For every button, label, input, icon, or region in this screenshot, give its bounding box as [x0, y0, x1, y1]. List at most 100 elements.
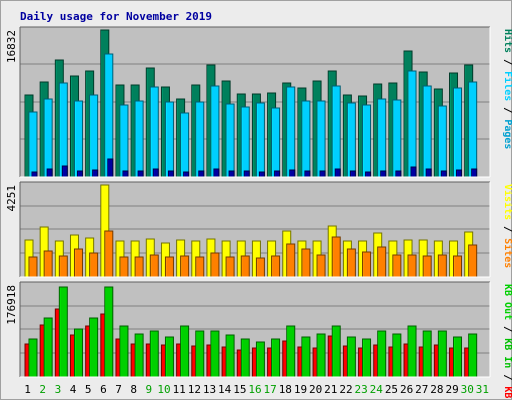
pages-bar-day-9: [153, 169, 159, 177]
files-bar-day-25: [392, 100, 401, 177]
sites-bar-day-12: [195, 257, 204, 277]
kbout-bar-day-11: [180, 326, 189, 377]
legend-entry-kb-out: KB Out: [502, 284, 512, 320]
x-tick-label-day-27: 27: [415, 383, 428, 396]
x-tick-label-day-23: 23: [355, 383, 368, 396]
x-tick-label-day-16: 16: [248, 383, 261, 396]
x-tick-label-day-7: 7: [115, 383, 122, 396]
sites-bar-day-23: [362, 252, 371, 277]
kbf-bar-day-6: [100, 314, 107, 377]
sites-bar-day-27: [423, 256, 432, 277]
kbf-bar-day-24: [373, 345, 380, 377]
pages-bar-day-8: [138, 171, 144, 177]
kbf-bar-day-12: [191, 346, 198, 377]
x-tick-label-day-12: 12: [188, 383, 201, 396]
kbout-bar-day-1: [29, 339, 37, 377]
pages-bar-day-24: [380, 171, 386, 177]
x-tick-label-day-24: 24: [370, 383, 384, 396]
legend-entry-sites: Sites: [502, 238, 512, 268]
files-bar-day-27: [423, 86, 432, 177]
sites-bar-day-4: [74, 249, 83, 277]
x-tick-label-day-6: 6: [100, 383, 107, 396]
files-bar-day-29: [453, 88, 462, 177]
legend-entry-files: Files: [502, 71, 512, 101]
kbf-bar-day-4: [70, 335, 77, 377]
x-tick-label-day-22: 22: [339, 383, 352, 396]
legend-entry-visits: Visits: [502, 184, 512, 220]
x-tick-label-day-31: 31: [476, 383, 489, 396]
files-bar-day-30: [468, 82, 477, 177]
sites-bar-day-25: [392, 255, 401, 277]
legend-separator: /: [502, 368, 512, 386]
kbf-bar-day-1: [25, 344, 31, 377]
sites-bar-day-8: [135, 257, 144, 277]
x-tick-label-day-11: 11: [173, 383, 186, 396]
sites-bar-day-3: [59, 256, 68, 277]
kbout-bar-day-22: [347, 337, 356, 377]
pages-bar-day-18: [289, 170, 295, 177]
panel-kbin-kbout-kbf-legend: KB Out / KB In / KB F: [502, 284, 512, 400]
pages-bar-day-28: [441, 171, 447, 177]
kbf-bar-day-18: [282, 341, 289, 377]
sites-bar-day-28: [438, 255, 447, 277]
kbf-bar-day-3: [55, 309, 62, 377]
x-tick-label-day-19: 19: [294, 383, 307, 396]
kbout-bar-day-23: [362, 339, 371, 377]
sites-bar-day-10: [165, 257, 174, 277]
sites-bar-day-17: [271, 256, 280, 277]
sites-bar-day-24: [377, 247, 386, 277]
x-tick-label-day-3: 3: [55, 383, 62, 396]
kbout-bar-day-29: [453, 337, 462, 377]
pages-bar-day-30: [471, 169, 477, 177]
files-bar-day-8: [135, 101, 144, 177]
pages-bar-day-6: [107, 159, 113, 177]
chart-title: Daily usage for November 2019: [20, 10, 212, 23]
legend-entry-pages: Pages: [502, 119, 512, 149]
kbout-bar-day-21: [332, 326, 341, 377]
x-tick-label-day-5: 5: [85, 383, 92, 396]
x-tick-label-day-1: 1: [24, 383, 31, 396]
files-bar-day-7: [119, 105, 128, 177]
files-bar-day-21: [332, 86, 341, 177]
kbf-bar-day-5: [85, 326, 92, 377]
pages-bar-day-15: [244, 171, 250, 177]
sites-bar-day-14: [226, 257, 235, 277]
files-bar-day-2: [44, 99, 53, 177]
x-tick-label-day-15: 15: [233, 383, 246, 396]
pages-bar-day-29: [456, 170, 462, 177]
sites-bar-day-19: [301, 249, 310, 277]
kbf-bar-day-28: [434, 345, 441, 377]
kbout-bar-day-9: [150, 331, 159, 377]
x-tick-label-day-2: 2: [39, 383, 46, 396]
kbout-bar-day-10: [165, 337, 174, 377]
files-bar-day-12: [195, 102, 204, 177]
files-bar-day-3: [59, 83, 68, 177]
kbout-bar-day-5: [89, 318, 98, 377]
kbout-bar-day-16: [256, 342, 265, 377]
kbf-bar-day-29: [449, 348, 456, 377]
sites-bar-day-26: [408, 255, 417, 277]
pages-bar-day-3: [62, 166, 68, 177]
pages-bar-day-11: [183, 172, 189, 177]
kbout-bar-day-6: [104, 287, 113, 377]
files-bar-day-26: [408, 71, 417, 177]
kbf-bar-day-10: [161, 345, 168, 377]
kbout-bar-day-17: [271, 339, 280, 377]
sites-bar-day-16: [256, 258, 265, 277]
x-tick-label-day-21: 21: [324, 383, 337, 396]
legend-separator: /: [502, 220, 512, 238]
sites-bar-day-9: [150, 255, 159, 277]
sites-bar-day-13: [210, 253, 219, 277]
kbf-bar-day-7: [115, 339, 122, 377]
kbf-bar-day-25: [388, 347, 395, 377]
files-bar-day-20: [317, 101, 326, 177]
pages-bar-day-12: [198, 171, 204, 177]
x-tick-label-day-14: 14: [218, 383, 232, 396]
kbf-bar-day-21: [328, 336, 335, 377]
pages-bar-day-5: [92, 170, 98, 177]
files-bar-day-22: [347, 103, 356, 177]
kbout-bar-day-15: [241, 339, 250, 377]
kbf-bar-day-14: [222, 347, 229, 377]
